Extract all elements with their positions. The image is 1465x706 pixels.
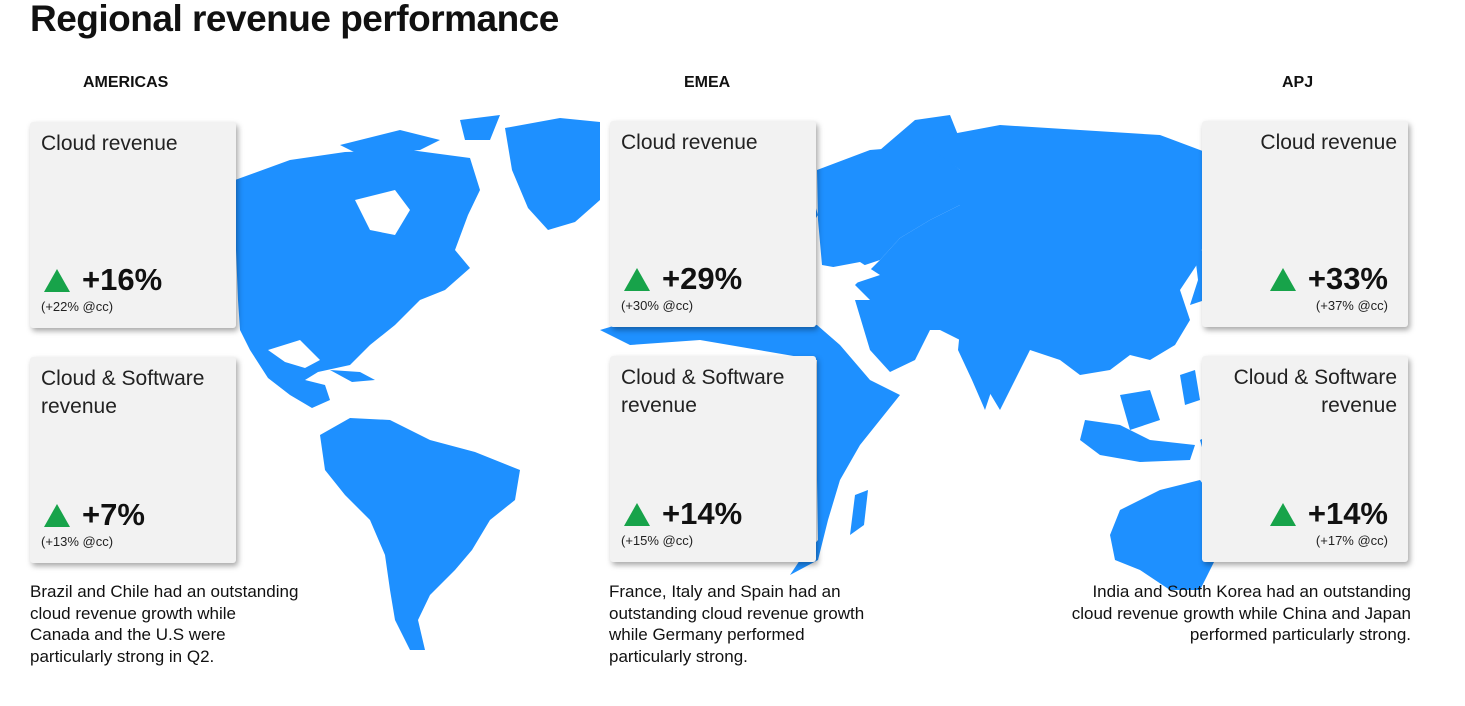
card-title: Cloud & Software revenue [1233, 366, 1397, 417]
card-title: Cloud & Software revenue [621, 366, 785, 417]
up-triangle-icon [624, 502, 650, 526]
metric-cc: (+22% @cc) [41, 299, 114, 314]
up-triangle-icon [44, 268, 70, 292]
note-americas: Brazil and Chile had an outstanding clou… [30, 582, 299, 666]
card-apj-cloud-revenue: Cloud revenue +33% (+37% @cc) [1202, 121, 1408, 327]
metric-value: +29% [662, 261, 743, 296]
metric: +16% [44, 262, 162, 298]
metric: +29% [624, 261, 742, 297]
metric: +7% [44, 497, 145, 533]
card-emea-cloud-revenue: Cloud revenue +29% (+30% @cc) [610, 121, 816, 327]
arctic-islands-shape-2 [460, 115, 500, 140]
metric-cc: (+37% @cc) [1315, 298, 1388, 313]
hudson-bay-cutout [355, 190, 410, 235]
up-triangle-icon [1269, 502, 1296, 526]
mediterranean-cutout [828, 262, 880, 285]
south-america-shape [320, 418, 520, 650]
greenland-shape [505, 118, 600, 230]
metric: +14% [1269, 496, 1388, 532]
madagascar-shape [850, 490, 868, 535]
metric-value: +7% [82, 497, 145, 532]
scandinavia-shape [880, 115, 960, 175]
indonesia-shape [1080, 420, 1195, 462]
card-title: Cloud & Software revenue [41, 367, 205, 418]
metric-cc: (+15% @cc) [621, 533, 694, 548]
card-title: Cloud revenue [41, 132, 178, 155]
note-emea: France, Italy and Spain had an outstandi… [609, 582, 865, 666]
australia-shape [1110, 480, 1215, 590]
up-triangle-icon [624, 267, 650, 291]
page-title: Regional revenue performance [30, 0, 559, 39]
metric: +14% [624, 496, 742, 532]
region-label-americas: AMERICAS [83, 74, 169, 91]
asia-shape [855, 125, 1265, 410]
card-emea-cloud-software-revenue: Cloud & Software revenue +14% (+15% @cc) [610, 356, 816, 562]
metric: +33% [1269, 261, 1388, 297]
metric-cc: (+17% @cc) [1315, 533, 1388, 548]
metric-value: +33% [1307, 261, 1388, 296]
note-apj: India and South Korea had an outstanding… [1071, 582, 1411, 644]
card-apj-cloud-software-revenue: Cloud & Software revenue +14% (+17% @cc) [1202, 356, 1408, 562]
arctic-islands-shape [340, 130, 440, 155]
caribbean-shape [330, 370, 375, 382]
north-america-shape [235, 150, 480, 408]
philippines-shape [1180, 370, 1200, 405]
metric-value: +16% [82, 262, 163, 297]
metric-cc: (+13% @cc) [41, 534, 114, 549]
card-americas-cloud-revenue: Cloud revenue +16% (+22% @cc) [30, 122, 236, 328]
up-triangle-icon [44, 503, 70, 527]
arabia-shape [855, 300, 930, 372]
metric-cc: (+30% @cc) [621, 298, 694, 313]
borneo-shape [1120, 390, 1160, 430]
gulf-of-mexico-cutout [268, 340, 320, 368]
region-label-apj: APJ [1282, 74, 1314, 91]
card-title: Cloud revenue [1260, 131, 1397, 154]
card-americas-cloud-software-revenue: Cloud & Software revenue +7% (+13% @cc) [30, 357, 236, 563]
metric-value: +14% [662, 496, 743, 531]
card-title: Cloud revenue [621, 131, 758, 154]
metric-value: +14% [1307, 496, 1388, 531]
europe-shape [817, 145, 960, 270]
up-triangle-icon [1269, 267, 1296, 291]
region-label-emea: EMEA [684, 74, 731, 91]
india-shape [958, 330, 1010, 410]
africa-shape [600, 315, 900, 575]
